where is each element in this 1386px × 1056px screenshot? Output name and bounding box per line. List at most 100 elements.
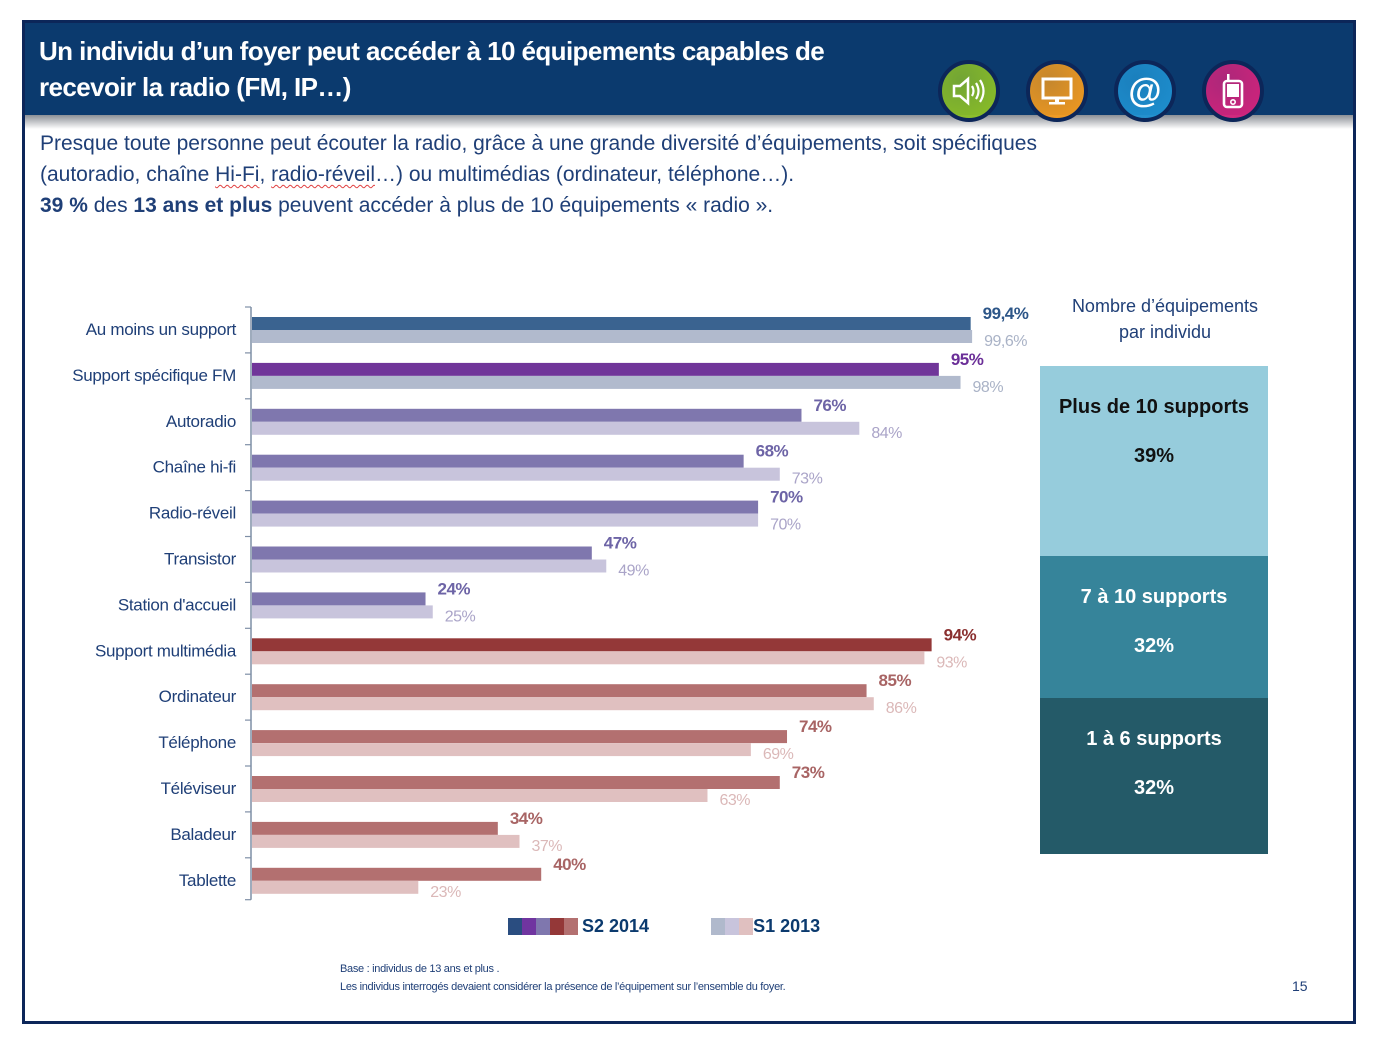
legend-swatch	[564, 917, 578, 935]
footnote-note: Les individus interrogés devaient consid…	[340, 981, 786, 993]
legend-swatch	[536, 917, 550, 935]
bar-s2-2014	[252, 821, 498, 835]
bar-s1-2013	[252, 651, 925, 665]
bar-s2-2014	[252, 867, 542, 881]
data-label-s2-2014: 70%	[770, 488, 803, 507]
legend-label-s2-2014: S2 2014	[582, 915, 650, 936]
category-label: Au moins un support	[86, 320, 237, 339]
category-label: Support multimédia	[95, 641, 237, 660]
intro-highlight-percent: 39 %	[40, 194, 88, 217]
data-label-s1-2013: 37%	[532, 838, 563, 855]
legend-swatch	[508, 917, 522, 935]
data-label-s2-2014: 47%	[604, 534, 637, 553]
category-label: Autoradio	[166, 412, 236, 431]
segment-label: 7 à 10 supports	[1080, 586, 1228, 608]
slide-title-line-1: Un individu d’un foyer peut accéder à 10…	[39, 36, 825, 66]
intro-line-1: Presque toute personne peut écouter la r…	[40, 132, 1037, 155]
data-label-s2-2014: 85%	[879, 671, 912, 690]
intro-line-3-part: des	[87, 194, 134, 217]
legend-swatch	[711, 917, 726, 935]
segment-value: 32%	[1133, 635, 1175, 657]
data-label-s2-2014: 94%	[944, 625, 977, 644]
intro-line-3-part: peuvent accéder à plus de 10 équipements…	[272, 194, 774, 217]
bar-s1-2013	[252, 743, 751, 757]
intro-line-2-part: …) ou multimédias (ordinateur, téléphone…	[375, 163, 795, 186]
bar-s1-2013	[252, 697, 874, 711]
intro-highlight-age: 13 ans et plus	[133, 194, 273, 217]
data-label-s1-2013: 70%	[770, 517, 801, 534]
bar-s2-2014	[252, 408, 802, 422]
title-bar-shadow	[25, 115, 1353, 129]
equipment-count-stack: Plus de 10 supports 39% 7 à 10 supports …	[1040, 366, 1268, 854]
legend-swatches-s2-2014	[508, 917, 578, 935]
legend-swatch	[725, 917, 740, 935]
data-label-s1-2013: 84%	[871, 425, 902, 442]
data-label-s1-2013: 49%	[618, 563, 649, 580]
category-label: Téléphone	[158, 733, 236, 752]
legend-swatch	[550, 917, 564, 935]
bar-s2-2014	[252, 317, 971, 330]
data-label-s1-2013: 99,6%	[984, 333, 1027, 350]
category-label: Station d'accueil	[118, 595, 236, 614]
bar-s2-2014	[252, 684, 867, 698]
bar-s1-2013	[252, 834, 520, 848]
segment-plus-de-10: Plus de 10 supports 39%	[1040, 366, 1268, 556]
chart-legend: S2 2014 S1 2013	[508, 914, 820, 938]
panel-title-line-2: par individu	[1118, 322, 1212, 342]
legend-label-s1-2013: S1 2013	[753, 915, 821, 936]
footnote: Base : individus de 13 ans et plus . Les…	[340, 960, 786, 996]
segment-1-a-6: 1 à 6 supports 32%	[1040, 698, 1268, 854]
category-icons: @	[938, 60, 1278, 130]
speaker-icon	[938, 60, 1000, 122]
data-label-s1-2013: 86%	[886, 700, 917, 717]
bar-s1-2013	[252, 375, 961, 389]
bar-s1-2013	[252, 559, 607, 573]
data-label-s2-2014: 74%	[799, 717, 832, 736]
data-label-s2-2014: 34%	[510, 809, 543, 828]
bar-s2-2014	[252, 776, 780, 789]
bar-s1-2013	[252, 513, 759, 527]
legend-swatches-s1-2013	[711, 917, 754, 935]
slide-title-line-2: recevoir la radio (FM, IP…)	[39, 72, 351, 102]
bar-s2-2014	[252, 638, 932, 652]
data-label-s2-2014: 99,4%	[983, 304, 1029, 323]
data-label-s1-2013: 98%	[973, 379, 1004, 396]
data-label-s1-2013: 63%	[719, 792, 750, 809]
spellcheck-word-radio-reveil: radio-réveil	[271, 163, 375, 186]
segment-value: 32%	[1133, 777, 1175, 799]
panel-title-line-1: Nombre d’équipements	[1071, 296, 1259, 316]
slide-title: Un individu d’un foyer peut accéder à 10…	[39, 33, 1039, 105]
data-label-s1-2013: 23%	[430, 884, 461, 901]
category-label: Baladeur	[170, 825, 236, 844]
category-label: Ordinateur	[159, 687, 237, 706]
data-label-s1-2013: 25%	[445, 608, 476, 625]
bar-s1-2013	[252, 789, 708, 802]
bar-s1-2013	[252, 421, 860, 435]
data-label-s1-2013: 69%	[763, 746, 794, 763]
segment-value: 39%	[1133, 445, 1175, 467]
data-label-s1-2013: 73%	[792, 471, 823, 488]
bar-s2-2014	[252, 454, 744, 468]
intro-line-2-part: (autoradio, chaîne	[40, 163, 216, 186]
bar-s2-2014	[252, 546, 592, 560]
bar-s1-2013	[252, 330, 973, 343]
data-label-s2-2014: 73%	[792, 763, 825, 782]
legend-swatch	[739, 917, 754, 935]
panel-title: Nombre d’équipements par individu	[1040, 293, 1290, 345]
spellcheck-word-hifi: Hi-Fi	[215, 163, 260, 186]
data-label-s2-2014: 95%	[951, 350, 984, 369]
bar-s1-2013	[252, 880, 419, 894]
legend-swatch	[522, 917, 536, 935]
bar-s2-2014	[252, 362, 939, 376]
segment-label: Plus de 10 supports	[1058, 396, 1250, 418]
data-label-s2-2014: 76%	[813, 396, 846, 415]
category-label: Chaîne hi-fi	[153, 458, 236, 477]
bar-s2-2014	[252, 730, 788, 744]
category-label: Support spécifique FM	[72, 366, 236, 385]
data-label-s1-2013: 93%	[936, 654, 967, 671]
category-label: Téléviseur	[161, 779, 237, 798]
bar-s1-2013	[252, 467, 780, 481]
category-label: Transistor	[164, 550, 237, 569]
mobile-device-icon	[1202, 60, 1264, 122]
